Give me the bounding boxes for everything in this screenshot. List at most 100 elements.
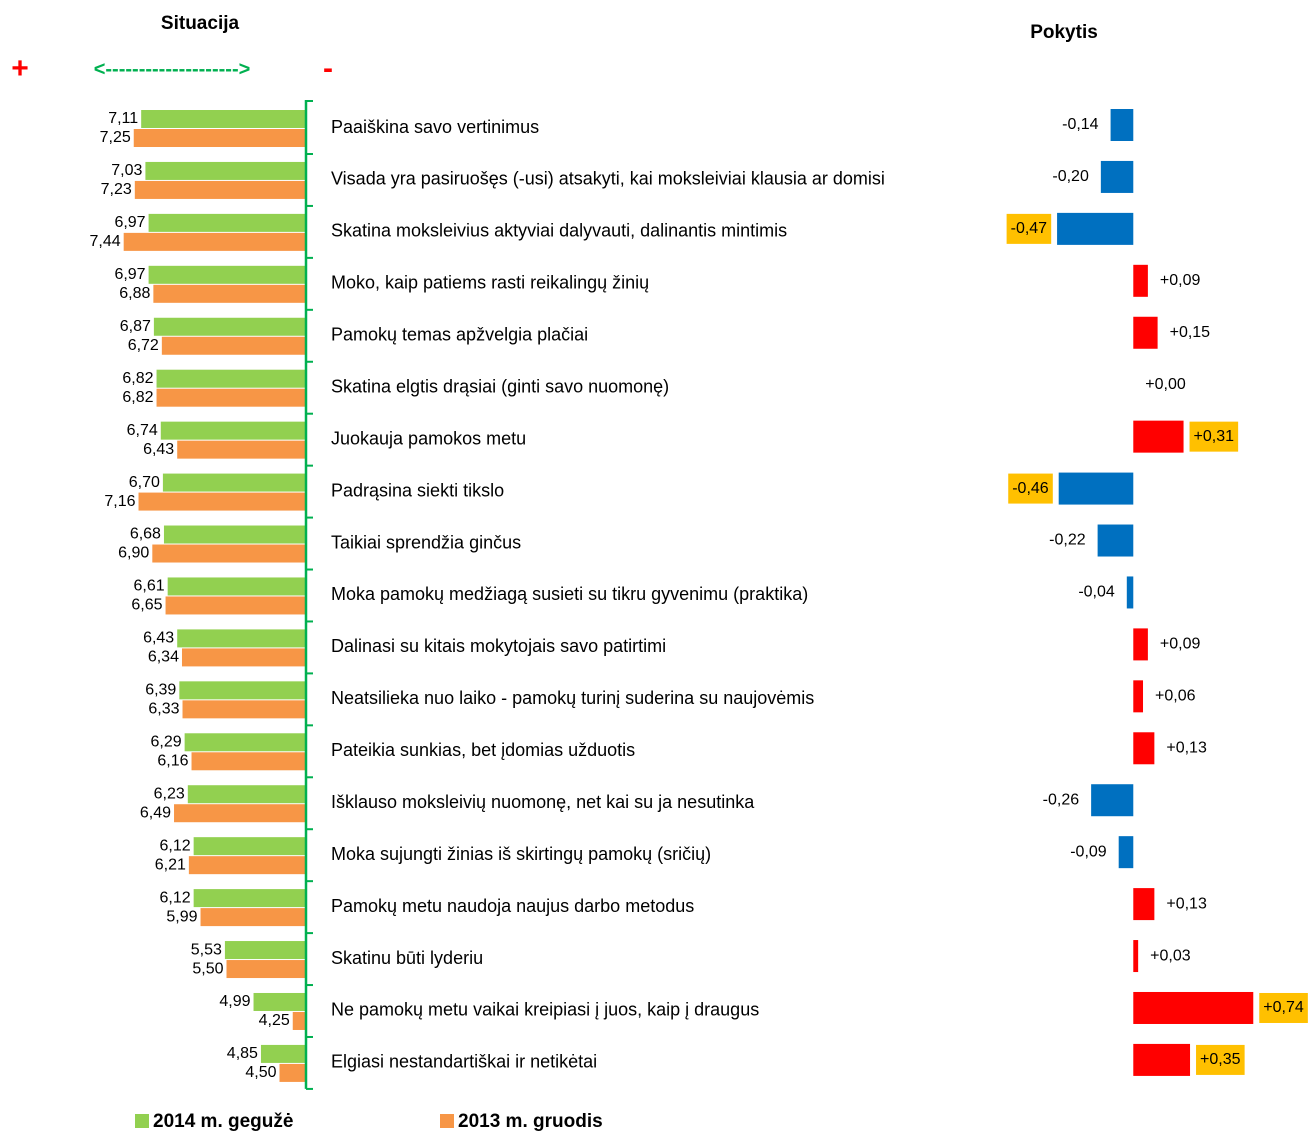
change-bar bbox=[1133, 420, 1184, 453]
value-label: 6,82 bbox=[122, 370, 153, 387]
change-bar bbox=[1058, 472, 1134, 505]
legend-label: 2014 m. gegužė bbox=[153, 1111, 293, 1132]
bar bbox=[177, 440, 306, 459]
value-label: 6,12 bbox=[159, 837, 190, 854]
change-label: -0,14 bbox=[1062, 116, 1099, 133]
change-bar bbox=[1091, 784, 1134, 817]
change-bar bbox=[1133, 628, 1148, 661]
category-label: Pamokų metu naudoja naujus darbo metodus bbox=[331, 896, 694, 916]
bar bbox=[148, 213, 306, 232]
value-label: 7,23 bbox=[101, 181, 132, 198]
value-label: 6,87 bbox=[120, 318, 151, 335]
bar bbox=[179, 681, 306, 700]
bar bbox=[181, 648, 306, 667]
bar bbox=[162, 473, 306, 492]
bar bbox=[133, 129, 306, 147]
label-highlight bbox=[1008, 473, 1053, 504]
value-label: 6,12 bbox=[159, 889, 190, 906]
value-label: 6,82 bbox=[122, 389, 153, 406]
value-label: 6,61 bbox=[134, 578, 165, 595]
change-label: +0,74 bbox=[1263, 999, 1304, 1016]
value-label: 6,65 bbox=[131, 597, 162, 614]
legend-swatch bbox=[135, 1114, 149, 1128]
value-label: 6,23 bbox=[154, 785, 185, 802]
category-label: Paaiškina savo vertinimus bbox=[331, 117, 539, 137]
value-label: 6,29 bbox=[150, 733, 181, 750]
label-highlight bbox=[1189, 421, 1239, 452]
bar bbox=[148, 265, 306, 284]
legend-swatch bbox=[440, 1114, 454, 1128]
category-label: Moka pamokų medžiagą susieti su tikru gy… bbox=[331, 584, 808, 604]
bar bbox=[188, 856, 306, 875]
bar bbox=[153, 284, 306, 303]
bar bbox=[153, 317, 306, 336]
category-label: Pateikia sunkias, bet įdomias užduotis bbox=[331, 740, 635, 760]
value-label: 6,43 bbox=[143, 441, 174, 458]
change-bar bbox=[1133, 680, 1144, 713]
value-label: 6,39 bbox=[145, 682, 176, 699]
change-label: +0,09 bbox=[1160, 272, 1201, 289]
bar bbox=[187, 785, 306, 804]
category-label: Visada yra pasiruošęs (-usi) atsakyti, k… bbox=[331, 169, 885, 189]
category-label: Neatsilieka nuo laiko - pamokų turinį su… bbox=[331, 688, 814, 708]
value-label: 6,16 bbox=[157, 752, 188, 769]
value-label: 6,72 bbox=[128, 337, 159, 354]
label-highlight bbox=[1259, 992, 1308, 1023]
change-bar bbox=[1126, 576, 1134, 609]
change-bar bbox=[1133, 888, 1155, 921]
bar bbox=[260, 1044, 306, 1063]
bar bbox=[160, 421, 306, 440]
change-label: +0,06 bbox=[1155, 688, 1196, 705]
change-label: +0,00 bbox=[1145, 376, 1186, 393]
bar bbox=[141, 110, 306, 128]
value-label: 4,99 bbox=[219, 993, 250, 1010]
bar bbox=[279, 1063, 306, 1082]
value-label: 6,43 bbox=[143, 630, 174, 647]
bar bbox=[123, 232, 307, 251]
value-label: 6,33 bbox=[148, 701, 179, 718]
change-label: -0,04 bbox=[1078, 584, 1115, 601]
value-label: 7,16 bbox=[104, 493, 135, 510]
bar bbox=[163, 525, 306, 544]
bar bbox=[292, 1011, 306, 1030]
value-label: 6,49 bbox=[140, 804, 171, 821]
change-bar bbox=[1133, 940, 1139, 973]
value-label: 6,70 bbox=[129, 474, 160, 491]
value-label: 5,53 bbox=[191, 941, 222, 958]
change-label: +0,13 bbox=[1166, 739, 1207, 756]
change-label: -0,47 bbox=[1011, 220, 1048, 237]
bar bbox=[177, 629, 306, 648]
bar bbox=[193, 837, 306, 856]
change-label: -0,09 bbox=[1070, 843, 1107, 860]
change-label: -0,20 bbox=[1052, 168, 1089, 185]
value-label: 7,44 bbox=[90, 233, 121, 250]
bar bbox=[134, 180, 306, 199]
change-label: +0,03 bbox=[1150, 947, 1191, 964]
value-label: 6,21 bbox=[155, 856, 186, 873]
category-label: Dalinasi su kitais mokytojais savo patir… bbox=[331, 636, 666, 656]
change-bar bbox=[1057, 212, 1134, 245]
change-bar bbox=[1110, 109, 1134, 141]
category-label: Skatina elgtis drąsiai (ginti savo nuomo… bbox=[331, 376, 669, 396]
bar bbox=[156, 369, 306, 388]
value-label: 6,68 bbox=[130, 526, 161, 543]
change-label: +0,35 bbox=[1200, 1051, 1241, 1068]
bar bbox=[182, 700, 306, 719]
bar bbox=[145, 161, 306, 180]
minus-sign: - bbox=[323, 52, 333, 85]
label-highlight bbox=[1006, 213, 1052, 244]
change-bar bbox=[1133, 1043, 1191, 1076]
bar bbox=[224, 941, 306, 960]
change-bar bbox=[1133, 264, 1148, 297]
label-highlight bbox=[1196, 1044, 1245, 1075]
value-label: 5,99 bbox=[166, 908, 197, 925]
category-label: Juokauja pamokos metu bbox=[331, 428, 526, 448]
bar bbox=[156, 388, 306, 407]
value-label: 6,97 bbox=[114, 214, 145, 231]
change-label: +0,13 bbox=[1166, 895, 1207, 912]
category-label: Pamokų temas apžvelgia plačiai bbox=[331, 325, 588, 345]
category-label: Padrąsina siekti tikslo bbox=[331, 480, 504, 500]
change-label: -0,26 bbox=[1043, 791, 1080, 808]
change-label: +0,09 bbox=[1160, 636, 1201, 653]
